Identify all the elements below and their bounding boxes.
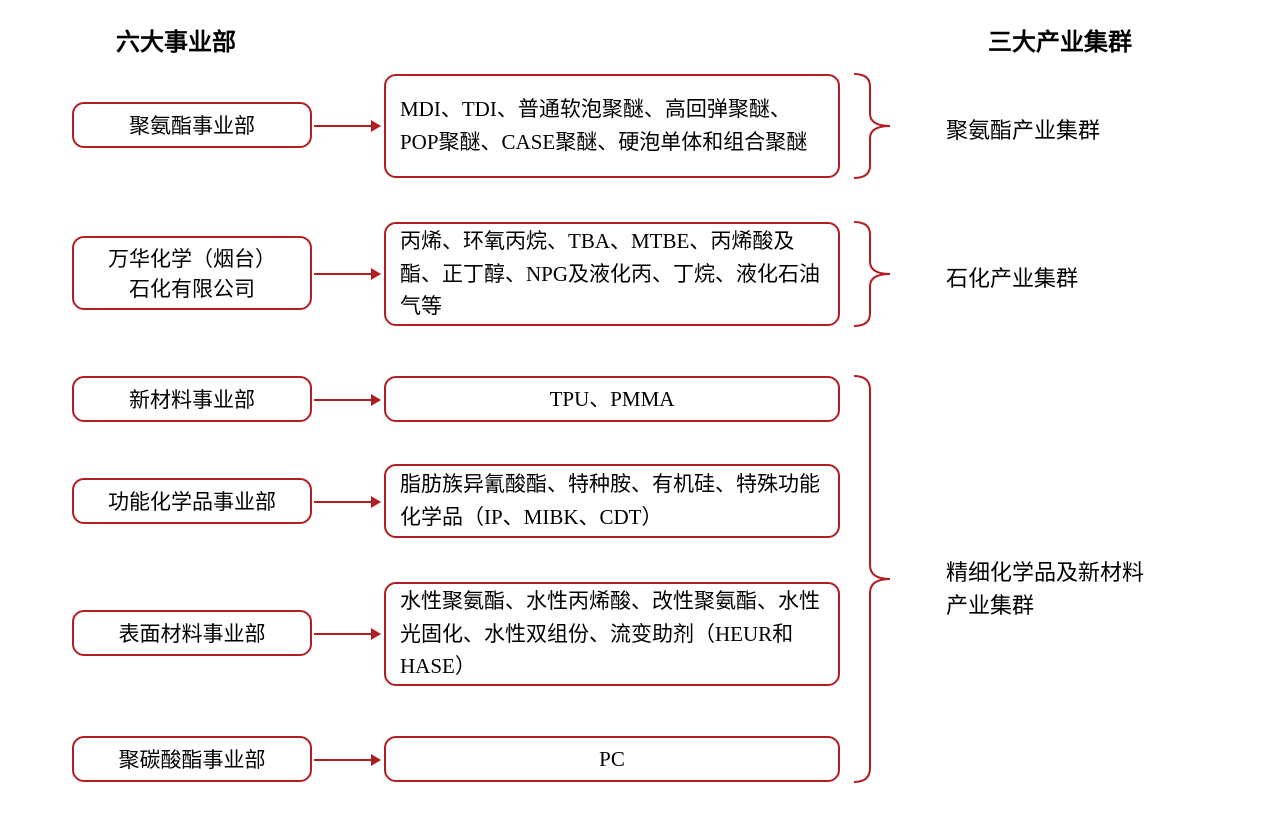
cluster-label-c2: 石化产业集群 (946, 262, 1078, 295)
products-box-r5: 水性聚氨酯、水性丙烯酸、改性聚氨酯、水性光固化、水性双组份、流变助剂（HEUR和… (384, 582, 840, 686)
arrow-r4 (314, 501, 380, 503)
division-label: 新材料事业部 (129, 384, 255, 414)
division-label: 聚氨酯事业部 (129, 110, 255, 140)
arrow-r2 (314, 273, 380, 275)
products-box-r6: PC (384, 736, 840, 782)
products-box-r3: TPU、PMMA (384, 376, 840, 422)
division-box-r1: 聚氨酯事业部 (72, 102, 312, 148)
division-box-r4: 功能化学品事业部 (72, 478, 312, 524)
products-label: MDI、TDI、普通软泡聚醚、高回弹聚醚、POP聚醚、CASE聚醚、硬泡单体和组… (400, 93, 824, 158)
cluster-label-c1: 聚氨酯产业集群 (946, 114, 1100, 147)
products-box-r1: MDI、TDI、普通软泡聚醚、高回弹聚醚、POP聚醚、CASE聚醚、硬泡单体和组… (384, 74, 840, 178)
products-label: PC (599, 743, 625, 776)
products-box-r4: 脂肪族异氰酸酯、特种胺、有机硅、特殊功能化学品（IP、MIBK、CDT） (384, 464, 840, 538)
heading-left: 六大事业部 (116, 22, 236, 57)
brace-c2 (852, 222, 892, 326)
brace-c1 (852, 74, 892, 178)
products-label: 脂肪族异氰酸酯、特种胺、有机硅、特殊功能化学品（IP、MIBK、CDT） (400, 468, 824, 533)
arrow-r6 (314, 759, 380, 761)
division-label: 表面材料事业部 (119, 618, 266, 648)
division-box-r6: 聚碳酸酯事业部 (72, 736, 312, 782)
products-label: TPU、PMMA (550, 383, 675, 416)
arrow-r1 (314, 125, 380, 127)
division-box-r3: 新材料事业部 (72, 376, 312, 422)
products-label: 丙烯、环氧丙烷、TBA、MTBE、丙烯酸及酯、正丁醇、NPG及液化丙、丁烷、液化… (400, 225, 824, 323)
arrow-r3 (314, 399, 380, 401)
heading-right: 三大产业集群 (988, 22, 1132, 57)
cluster-label-c3: 精细化学品及新材料 产业集群 (946, 556, 1144, 622)
division-label: 功能化学品事业部 (108, 486, 276, 516)
division-box-r2: 万华化学（烟台） 石化有限公司 (72, 236, 312, 310)
division-box-r5: 表面材料事业部 (72, 610, 312, 656)
division-label: 聚碳酸酯事业部 (119, 744, 266, 774)
products-label: 水性聚氨酯、水性丙烯酸、改性聚氨酯、水性光固化、水性双组份、流变助剂（HEUR和… (400, 585, 824, 683)
products-box-r2: 丙烯、环氧丙烷、TBA、MTBE、丙烯酸及酯、正丁醇、NPG及液化丙、丁烷、液化… (384, 222, 840, 326)
arrow-r5 (314, 633, 380, 635)
brace-c3 (852, 376, 892, 782)
division-label: 万华化学（烟台） 石化有限公司 (108, 243, 276, 303)
